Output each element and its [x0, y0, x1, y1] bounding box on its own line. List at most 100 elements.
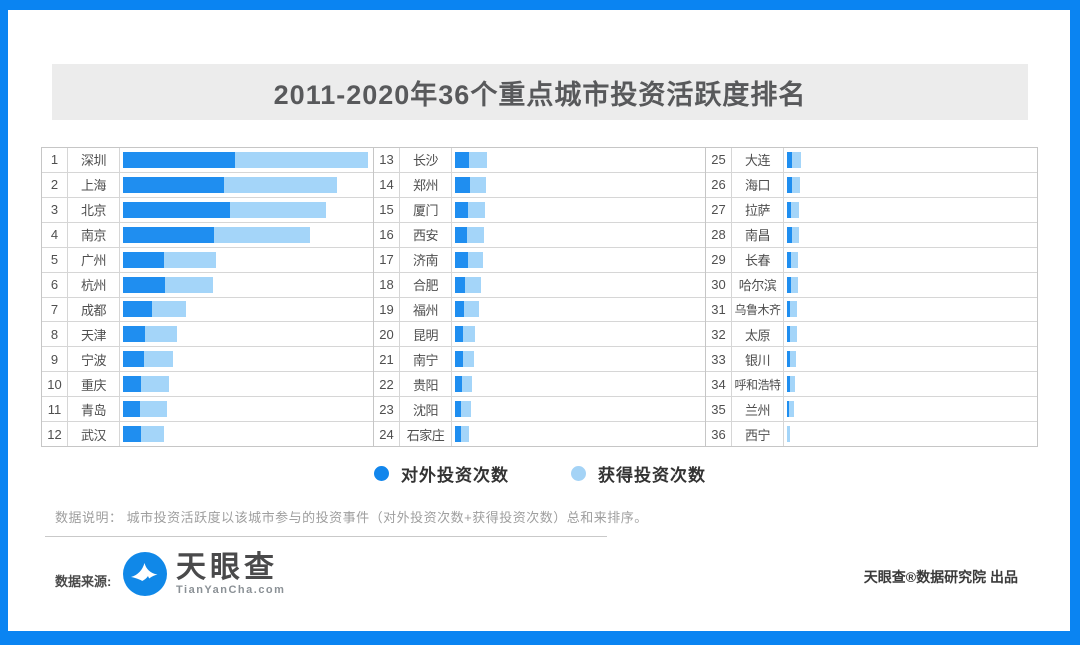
bar-cell: [452, 148, 705, 172]
received-bar-segment: [463, 351, 474, 368]
stacked-bar: [787, 151, 801, 168]
bar-cell: [784, 422, 1037, 446]
received-bar-segment: [792, 151, 801, 168]
table-row: 32 太原: [706, 322, 1037, 348]
stacked-bar: [455, 176, 486, 193]
outbound-bar-segment: [455, 201, 468, 218]
table-row: 9 宁波: [42, 347, 373, 373]
outbound-bar-segment: [123, 301, 152, 318]
outbound-bar-segment: [787, 301, 790, 318]
city-cell: 郑州: [400, 172, 452, 197]
rank-cell: 29: [706, 247, 732, 272]
ranking-column-2: 13 长沙 14 郑州 15 厦门 16 西安 17 济南 18 合肥 19 福州 20 昆明 21 南宁 22 贵阳…: [373, 148, 705, 447]
received-bar-segment: [224, 176, 337, 193]
city-cell: 杭州: [68, 272, 120, 297]
received-bar-segment: [461, 401, 471, 418]
city-cell: 石家庄: [400, 422, 452, 447]
outbound-bar-segment: [787, 326, 790, 343]
rank-cell: 21: [374, 347, 400, 372]
city-cell: 北京: [68, 197, 120, 222]
table-row: 22 贵阳: [374, 372, 705, 398]
table-row: 19 福州: [374, 297, 705, 323]
stacked-bar: [123, 301, 186, 318]
city-cell: 太原: [732, 322, 784, 347]
city-cell: 成都: [68, 297, 120, 322]
rank-cell: 35: [706, 397, 732, 422]
bar-cell: [784, 223, 1037, 247]
ranking-table: 1 深圳 2 上海 3 北京 4 南京 5 广州 6 杭州 7 成都 8 天津 9 宁波 10 重庆 11 青岛 12 武汉 …: [41, 147, 1038, 447]
table-row: 8 天津: [42, 322, 373, 348]
bar-cell: [784, 298, 1037, 322]
outbound-bar-segment: [455, 251, 468, 268]
stacked-bar: [123, 176, 337, 193]
received-bar-segment: [465, 276, 481, 293]
outbound-bar-segment: [123, 351, 144, 368]
table-row: 34 呼和浩特: [706, 372, 1037, 398]
bar-cell: [452, 372, 705, 396]
stacked-bar: [455, 276, 481, 293]
received-bar-segment: [790, 276, 798, 293]
rank-cell: 19: [374, 297, 400, 322]
city-cell: 哈尔滨: [732, 272, 784, 297]
rank-cell: 13: [374, 148, 400, 172]
stacked-bar: [123, 226, 310, 243]
received-bar-segment: [141, 426, 164, 443]
bar-cell: [452, 273, 705, 297]
city-cell: 呼和浩特: [732, 372, 784, 397]
outbound-bar-segment: [455, 301, 464, 318]
table-row: 13 长沙: [374, 148, 705, 173]
rank-cell: 15: [374, 197, 400, 222]
received-bar-segment: [462, 376, 472, 393]
outbound-bar-segment: [123, 251, 164, 268]
table-row: 2 上海: [42, 172, 373, 198]
city-cell: 昆明: [400, 322, 452, 347]
outbound-bar-segment: [787, 201, 791, 218]
bar-cell: [120, 273, 373, 297]
outbound-bar-segment: [455, 151, 469, 168]
outbound-bar-segment: [455, 401, 461, 418]
bar-cell: [452, 298, 705, 322]
rank-cell: 32: [706, 322, 732, 347]
table-row: 28 南昌: [706, 222, 1037, 248]
outbound-bar-segment: [787, 251, 791, 268]
outbound-bar-segment: [455, 376, 462, 393]
city-cell: 重庆: [68, 372, 120, 397]
stacked-bar: [787, 176, 800, 193]
bar-cell: [120, 322, 373, 346]
bar-cell: [120, 422, 373, 446]
bar-cell: [452, 198, 705, 222]
rank-cell: 3: [42, 197, 68, 222]
footer-divider: [45, 536, 607, 537]
outbound-bar-segment: [787, 226, 792, 243]
city-cell: 广州: [68, 247, 120, 272]
outbound-bar-segment: [787, 176, 792, 193]
rank-cell: 7: [42, 297, 68, 322]
received-bar-segment: [791, 201, 799, 218]
bar-cell: [784, 347, 1037, 371]
city-cell: 济南: [400, 247, 452, 272]
stacked-bar: [455, 251, 483, 268]
city-cell: 天津: [68, 322, 120, 347]
page-title: 2011-2020年36个重点城市投资活跃度排名: [273, 79, 807, 110]
bar-cell: [784, 148, 1037, 172]
stacked-bar: [123, 426, 164, 443]
bar-cell: [784, 173, 1037, 197]
table-row: 33 银川: [706, 347, 1037, 373]
table-row: 20 昆明: [374, 322, 705, 348]
stacked-bar: [123, 326, 177, 343]
bar-cell: [452, 397, 705, 421]
bar-cell: [120, 298, 373, 322]
rank-cell: 6: [42, 272, 68, 297]
received-bar-segment: [789, 376, 795, 393]
outbound-legend-dot-icon: [374, 466, 389, 481]
producer-credit: 天眼查®数据研究院 出品: [863, 569, 1018, 585]
outbound-bar-segment: [123, 401, 140, 418]
rank-cell: 17: [374, 247, 400, 272]
rank-cell: 1: [42, 148, 68, 172]
city-cell: 沈阳: [400, 397, 452, 422]
received-bar-segment: [467, 226, 484, 243]
table-row: 15 厦门: [374, 197, 705, 223]
city-cell: 深圳: [68, 148, 120, 172]
outbound-bar-segment: [123, 426, 141, 443]
